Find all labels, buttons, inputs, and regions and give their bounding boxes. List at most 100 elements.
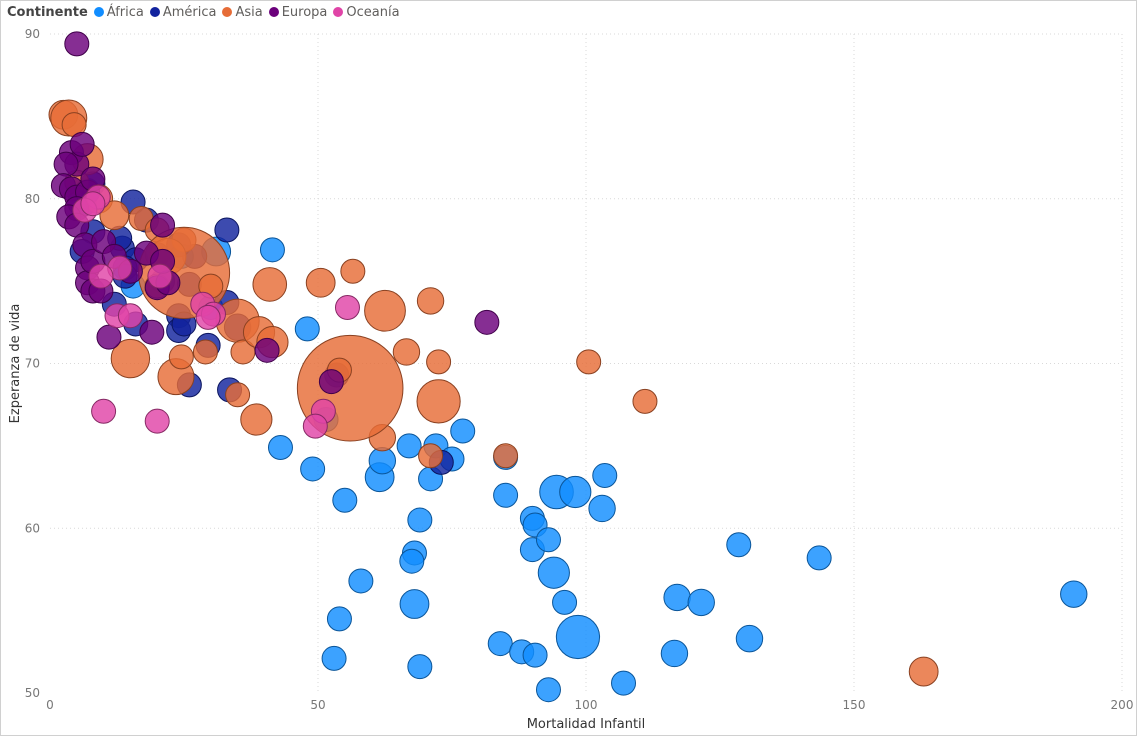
point-africa[interactable]	[399, 589, 430, 619]
point-africa[interactable]	[407, 654, 433, 680]
legend-title: Continente	[7, 4, 88, 20]
y-tick-label: 50	[25, 686, 40, 700]
y-tick-label: 80	[25, 192, 40, 206]
point-africa[interactable]	[522, 642, 548, 668]
point-africa[interactable]	[399, 548, 425, 574]
point-africa[interactable]	[660, 639, 689, 668]
x-tick-label: 0	[46, 698, 54, 712]
point-asia[interactable]	[110, 338, 151, 379]
point-oceania[interactable]	[302, 413, 328, 439]
legend-label-europa: Europa	[281, 4, 328, 20]
point-asia[interactable]	[225, 382, 251, 408]
point-oceania[interactable]	[80, 191, 106, 217]
point-africa[interactable]	[726, 532, 752, 558]
legend-label-asia: Asia	[235, 4, 263, 20]
point-asia[interactable]	[168, 344, 194, 370]
point-europa[interactable]	[64, 31, 90, 57]
point-europa[interactable]	[150, 212, 176, 238]
legend-item-asia[interactable]: Asia	[222, 4, 263, 20]
point-africa[interactable]	[300, 456, 326, 482]
point-asia[interactable]	[426, 349, 452, 375]
axis-ticks: 50 60 70 80 90 0 50 100 150 200	[25, 27, 1134, 712]
point-oceania[interactable]	[91, 398, 117, 424]
x-tick-label: 150	[843, 698, 866, 712]
point-africa[interactable]	[806, 545, 832, 571]
point-europa[interactable]	[474, 309, 500, 335]
point-africa[interactable]	[663, 583, 691, 612]
point-africa[interactable]	[348, 568, 374, 594]
point-africa[interactable]	[592, 463, 618, 489]
point-africa[interactable]	[493, 482, 519, 508]
point-africa[interactable]	[332, 487, 358, 513]
point-africa[interactable]	[321, 645, 347, 671]
legend-item-africa[interactable]: África	[93, 4, 144, 20]
point-africa[interactable]	[611, 670, 637, 696]
point-asia[interactable]	[192, 339, 218, 365]
point-asia[interactable]	[632, 388, 658, 414]
legend-item-oceania[interactable]: Oceanía	[333, 4, 400, 20]
point-europa[interactable]	[254, 337, 280, 363]
point-europa[interactable]	[53, 151, 79, 177]
legend-label-oceania: Oceanía	[346, 4, 400, 20]
data-points	[48, 31, 1088, 703]
point-asia[interactable]	[418, 443, 444, 469]
point-africa[interactable]	[368, 447, 397, 475]
point-africa[interactable]	[535, 527, 561, 553]
point-asia[interactable]	[340, 258, 366, 284]
point-africa[interactable]	[687, 588, 715, 617]
legend-label-africa: África	[106, 4, 144, 20]
point-asia[interactable]	[908, 656, 939, 687]
x-axis-title: Mortalidad Infantil	[527, 717, 646, 732]
point-asia[interactable]	[99, 200, 130, 231]
legend-item-europa[interactable]: Europa	[268, 4, 328, 20]
point-asia[interactable]	[576, 349, 602, 375]
legend-swatch-asia	[222, 7, 233, 17]
point-oceania[interactable]	[144, 408, 170, 434]
point-africa[interactable]	[1060, 580, 1088, 608]
x-tick-label: 200	[1111, 698, 1134, 712]
point-asia[interactable]	[240, 403, 273, 436]
point-africa[interactable]	[326, 606, 352, 632]
point-africa[interactable]	[535, 677, 561, 703]
point-africa[interactable]	[396, 433, 422, 459]
point-africa[interactable]	[294, 316, 320, 342]
point-africa[interactable]	[407, 507, 433, 533]
point-asia[interactable]	[493, 443, 519, 469]
y-tick-label: 90	[25, 27, 40, 41]
point-asia[interactable]	[364, 289, 406, 332]
x-tick-label: 50	[310, 698, 325, 712]
point-africa[interactable]	[259, 237, 285, 263]
point-asia[interactable]	[305, 267, 336, 298]
point-africa[interactable]	[559, 475, 592, 509]
point-africa[interactable]	[555, 614, 601, 660]
legend-swatch-oceania	[333, 7, 344, 17]
point-europa[interactable]	[139, 319, 165, 345]
legend-item-america[interactable]: América	[149, 4, 217, 20]
point-africa[interactable]	[735, 624, 764, 653]
legend-label-america: América	[162, 4, 217, 20]
point-asia[interactable]	[392, 338, 421, 366]
point-oceania[interactable]	[334, 294, 360, 320]
point-europa[interactable]	[96, 324, 122, 350]
point-america[interactable]	[214, 217, 240, 243]
point-europa[interactable]	[318, 369, 344, 395]
point-asia[interactable]	[416, 287, 445, 315]
point-africa[interactable]	[552, 589, 578, 615]
y-tick-label: 60	[25, 521, 40, 535]
point-africa[interactable]	[487, 631, 513, 657]
point-africa[interactable]	[267, 435, 293, 461]
legend-swatch-america	[149, 7, 160, 17]
point-africa[interactable]	[588, 494, 616, 523]
point-europa[interactable]	[69, 131, 95, 157]
point-africa[interactable]	[537, 556, 570, 589]
point-oceania[interactable]	[195, 304, 221, 330]
point-oceania[interactable]	[88, 263, 114, 289]
point-oceania[interactable]	[117, 303, 143, 329]
x-tick-label: 100	[575, 698, 598, 712]
point-oceania[interactable]	[147, 263, 173, 289]
point-africa[interactable]	[450, 418, 476, 444]
point-asia[interactable]	[252, 267, 288, 302]
chart-legend: Continente África América Asia Europa Oc…	[7, 3, 402, 21]
point-asia[interactable]	[416, 379, 461, 424]
